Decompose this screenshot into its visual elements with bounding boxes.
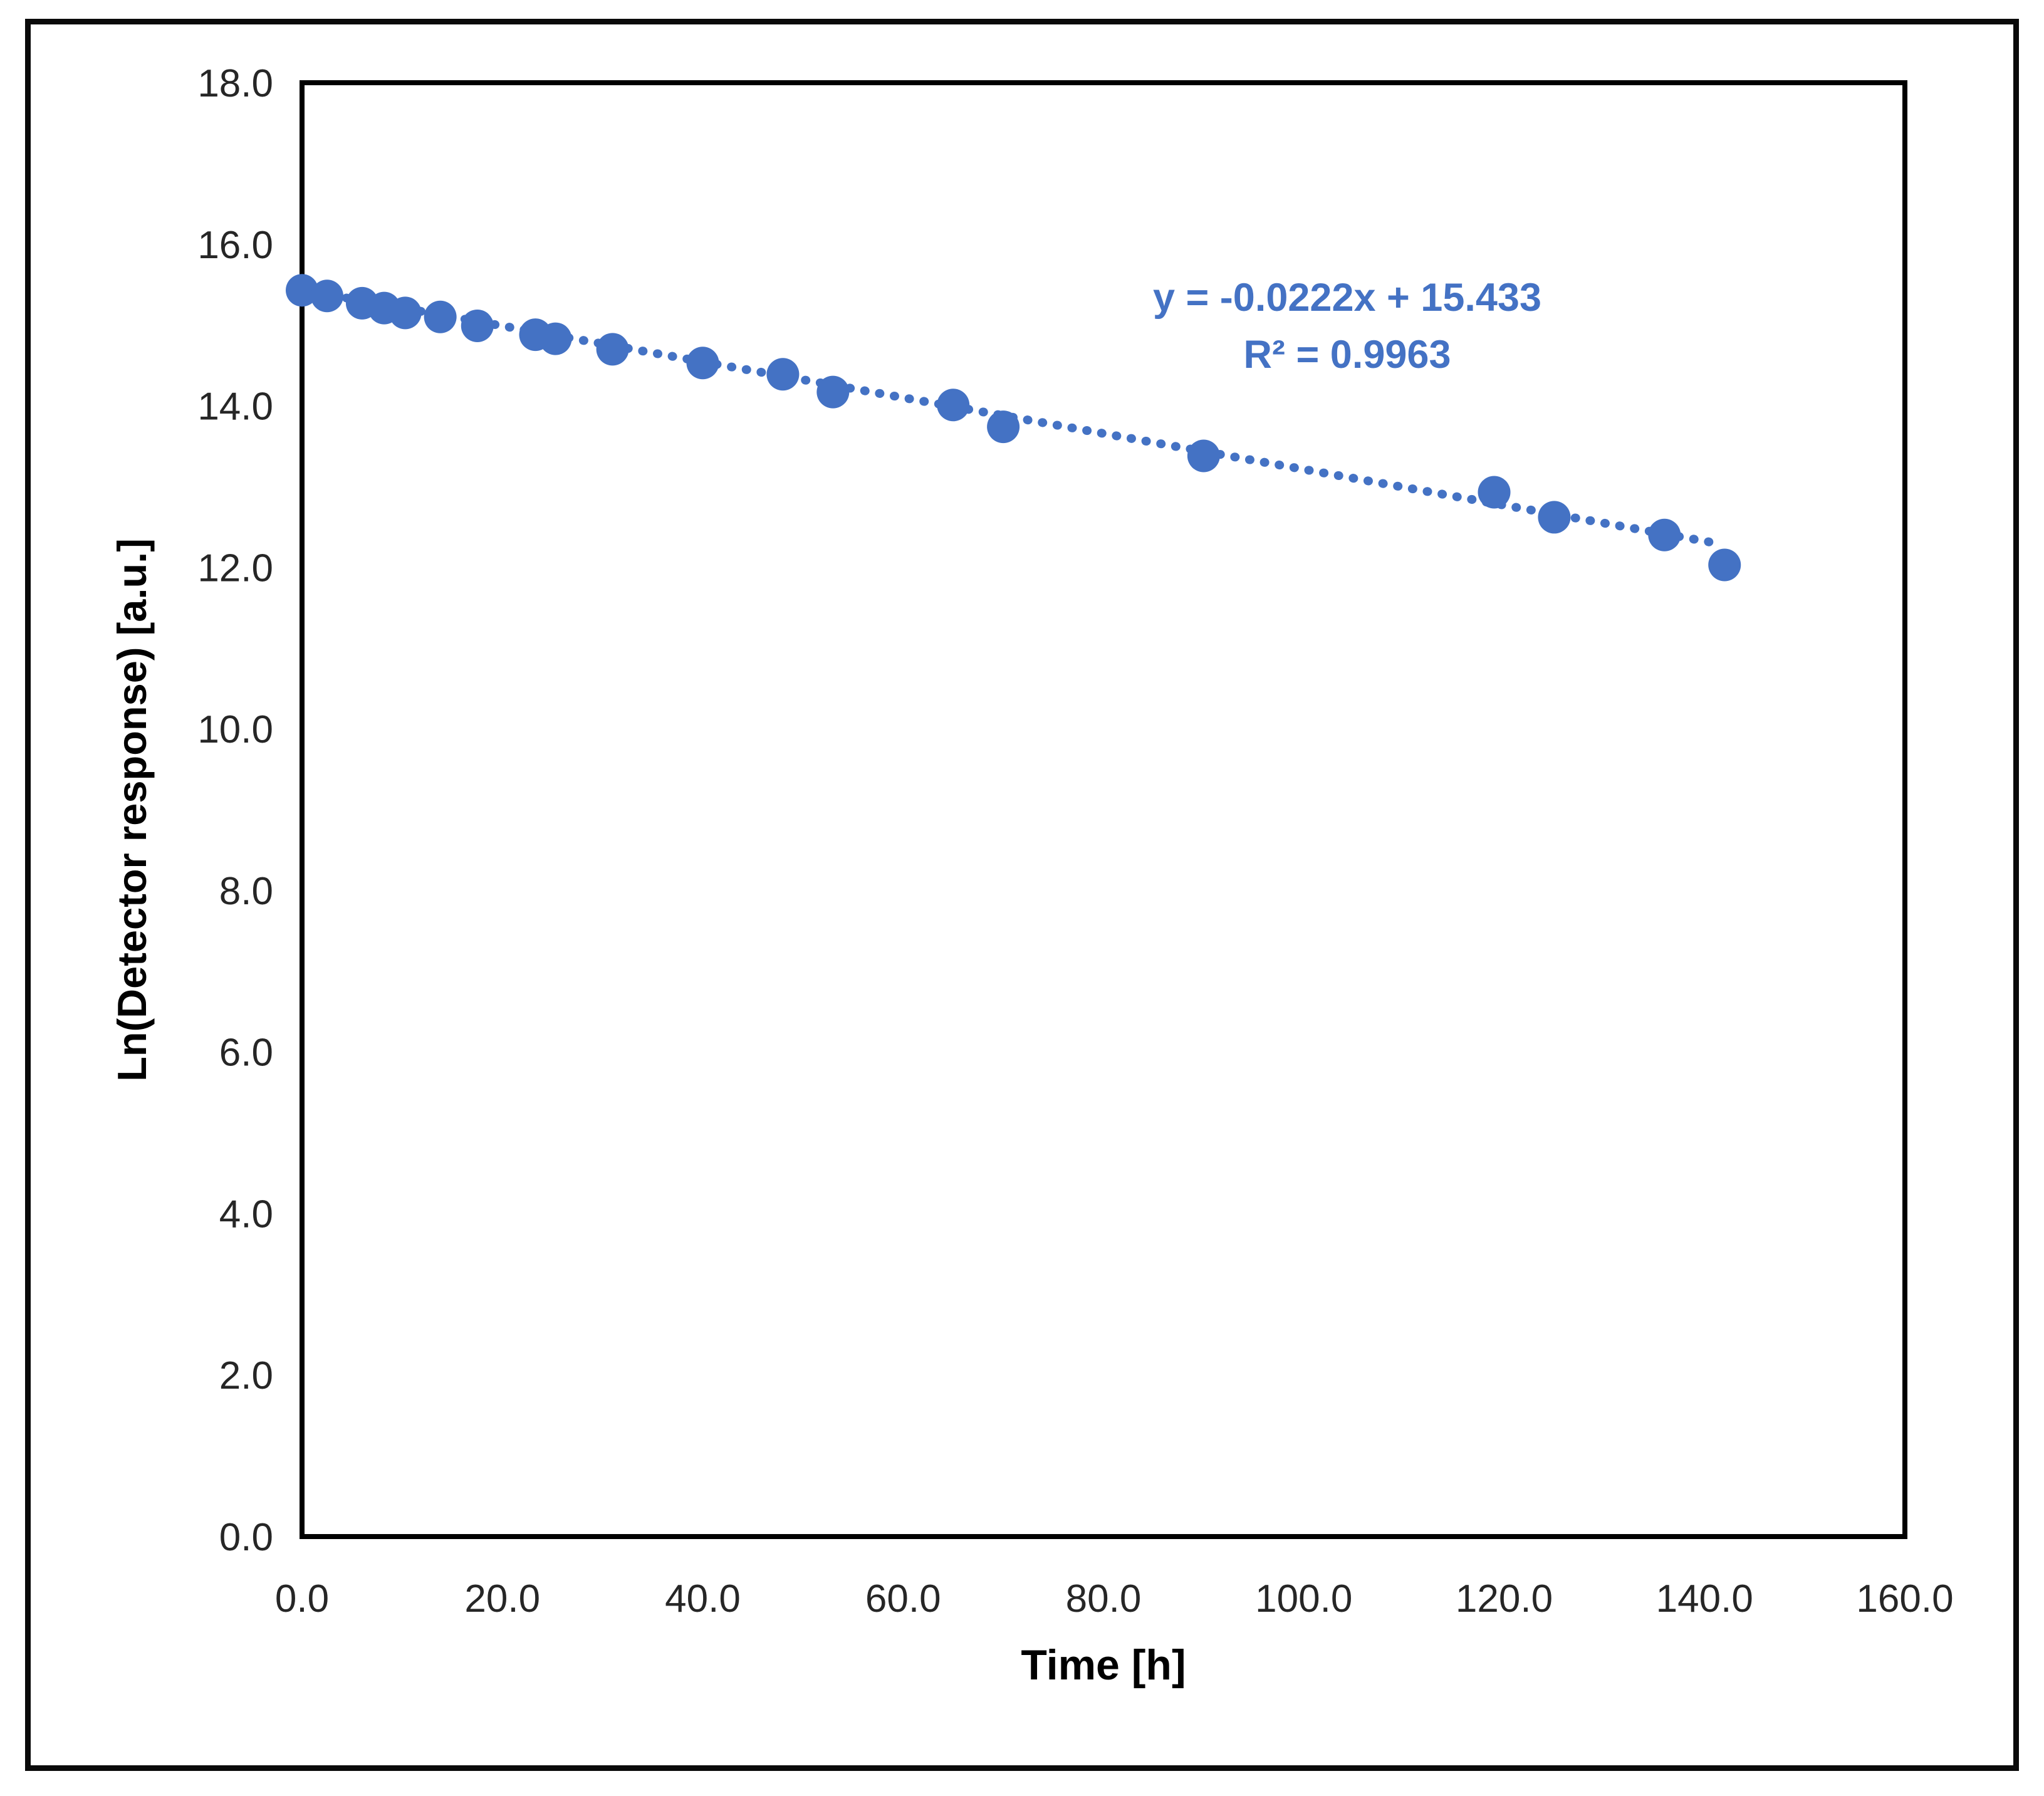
data-point <box>1648 518 1681 551</box>
y-axis-tick-label: 6.0 <box>219 1031 273 1075</box>
x-axis-tick-label: 80.0 <box>1066 1577 1142 1621</box>
data-point <box>388 296 422 330</box>
data-point <box>596 333 629 366</box>
y-axis-tick-label: 8.0 <box>219 870 273 913</box>
x-axis-tick-label: 160.0 <box>1856 1577 1953 1621</box>
x-axis-tick-label: 40.0 <box>665 1577 741 1621</box>
data-point <box>1187 439 1220 472</box>
data-point <box>937 389 970 422</box>
data-point <box>816 375 850 409</box>
data-point <box>424 300 457 333</box>
equation-line: y = -0.0222x + 15.433 <box>1152 276 1542 320</box>
y-axis-tick-label: 14.0 <box>197 385 273 429</box>
data-point <box>1478 476 1511 509</box>
data-point <box>286 274 318 307</box>
y-axis-tick-label: 2.0 <box>219 1354 273 1397</box>
x-axis-tick-label: 20.0 <box>464 1577 540 1621</box>
y-axis-title: Ln(Detector response) [a.u.] <box>108 538 155 1082</box>
data-point <box>310 279 343 313</box>
data-point <box>539 322 572 355</box>
r-squared-line: R² = 0.9963 <box>1243 333 1451 377</box>
data-point <box>987 410 1020 444</box>
data-point <box>1538 501 1571 534</box>
data-point <box>1708 548 1741 582</box>
data-point <box>461 309 494 342</box>
y-axis-tick-label: 16.0 <box>197 224 273 267</box>
x-axis-tick-label: 0.0 <box>275 1577 329 1621</box>
y-axis-title-box: Ln(Detector response) [a.u.] <box>80 83 183 1537</box>
y-axis-tick-label: 10.0 <box>197 708 273 751</box>
y-axis-tick-label: 12.0 <box>197 546 273 590</box>
plot-area-border <box>300 80 1907 1539</box>
y-axis-tick-label: 18.0 <box>197 62 273 105</box>
data-point <box>686 347 719 380</box>
trendline-equation: y = -0.0222x + 15.433 R² = 0.9963 <box>1065 269 1629 384</box>
x-axis-tick-label: 60.0 <box>865 1577 941 1621</box>
x-axis-tick-label: 120.0 <box>1456 1577 1553 1621</box>
y-axis-tick-label: 4.0 <box>219 1193 273 1236</box>
x-axis-title: Time [h] <box>1021 1641 1186 1689</box>
x-axis-tick-label: 140.0 <box>1656 1577 1753 1621</box>
data-point <box>766 358 800 391</box>
x-axis-tick-label: 100.0 <box>1255 1577 1352 1621</box>
y-axis-tick-label: 0.0 <box>219 1516 273 1559</box>
